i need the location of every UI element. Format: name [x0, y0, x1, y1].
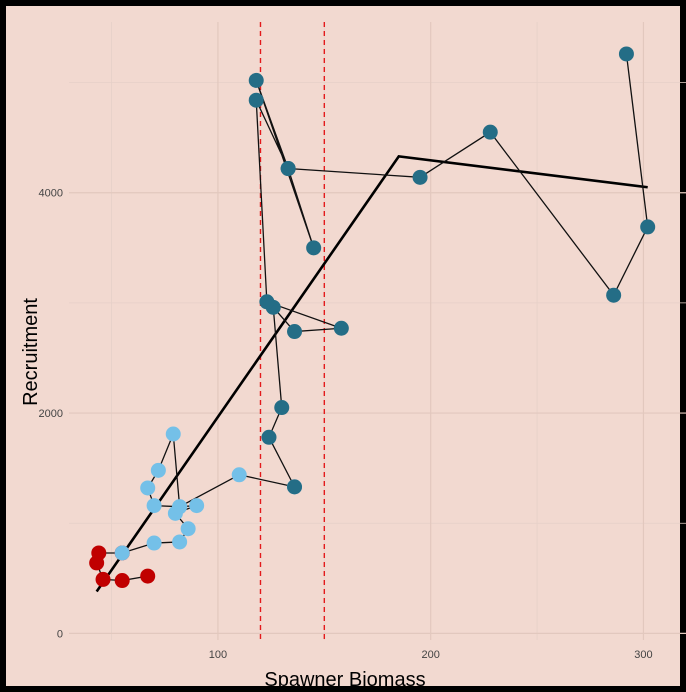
scatter-chart: 100 200 300 0 2000 4000 Spawner Biomass Recru… [20, 22, 686, 691]
data-point [306, 240, 322, 256]
data-point [482, 124, 498, 140]
data-point [150, 462, 166, 478]
data-point [606, 287, 622, 303]
grid [69, 22, 686, 640]
data-point [95, 571, 111, 587]
y-tick-label: 2000 [39, 408, 63, 420]
data-point [172, 499, 188, 515]
data-point [274, 400, 290, 416]
data-point [287, 324, 303, 340]
data-point [640, 219, 656, 235]
data-point [140, 568, 156, 584]
fit-line [95, 155, 648, 593]
x-axis-label: Spawner Biomass [264, 669, 425, 691]
tick-labels: 100 200 300 0 2000 4000 [39, 188, 653, 661]
data-point [91, 545, 107, 561]
data-point [146, 535, 162, 551]
data-point [114, 573, 130, 589]
data-point [248, 92, 264, 108]
data-point [146, 498, 162, 514]
data-point [333, 320, 349, 336]
x-tick-label: 200 [422, 649, 440, 661]
data-point [248, 72, 264, 88]
series-path [255, 53, 649, 488]
y-tick-label: 0 [57, 628, 63, 640]
data-point [165, 426, 181, 442]
x-tick-label: 300 [634, 649, 652, 661]
data-point [189, 498, 205, 514]
reference-lines [259, 22, 326, 640]
data-point [287, 479, 303, 495]
data-point [180, 521, 196, 537]
y-tick-label: 4000 [39, 188, 63, 200]
data-point [618, 46, 634, 62]
data-point [231, 467, 247, 483]
data-point [114, 545, 130, 561]
fit-line-layer [95, 155, 648, 593]
data-point [412, 169, 428, 185]
y-axis-label: Recruitment [20, 298, 42, 406]
data-point [140, 480, 156, 496]
data-point [172, 534, 188, 550]
data-point [259, 294, 275, 310]
data-point [280, 161, 296, 177]
data-point [261, 429, 277, 445]
data-points [89, 46, 656, 589]
x-tick-label: 100 [209, 649, 227, 661]
